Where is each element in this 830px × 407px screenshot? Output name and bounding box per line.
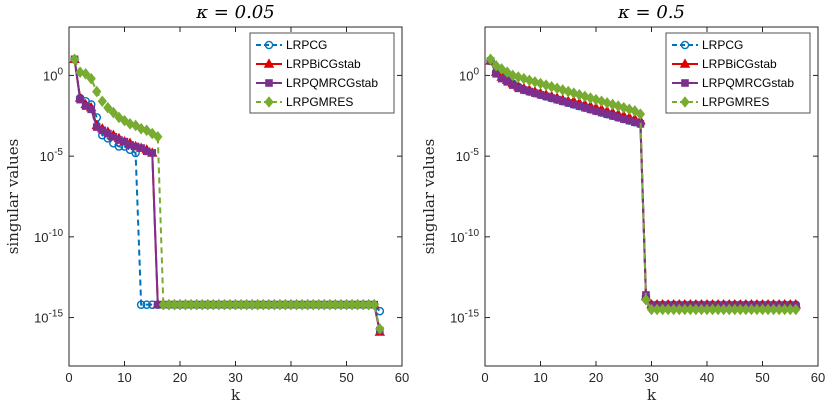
- legend-box: [249, 32, 395, 114]
- y-tick-base: 10: [34, 311, 48, 326]
- data-point-lrpgmres: [125, 118, 135, 130]
- y-tick-exponent: -15: [49, 309, 64, 320]
- x-tick-label: 20: [173, 370, 187, 385]
- data-point-lrpgmres: [103, 101, 113, 114]
- data-point-lrpqmrcgstab: [148, 149, 157, 157]
- legend-marker: [681, 79, 689, 87]
- y-tick-label: 10-10: [34, 228, 63, 245]
- data-point-lrpgmres: [485, 53, 496, 66]
- y-axis-label: singular values: [4, 139, 22, 255]
- legend-marker: [265, 79, 273, 87]
- x-tick-label: 40: [284, 370, 298, 385]
- legend: LRPCG LRPBiCGstab LRPQMRCGstab LRPGMRES: [249, 32, 395, 114]
- legend-label: LRPBiCGstab: [286, 57, 361, 71]
- data-point-lrpgmres: [791, 303, 801, 316]
- legend-label: LRPQMRCGstab: [286, 76, 378, 90]
- data-point-lrpcg: [136, 300, 146, 309]
- data-point-lrpgmres: [635, 108, 646, 120]
- y-tick-label: 10-15: [34, 309, 63, 326]
- legend: LRPCG LRPBiCGstab LRPQMRCGstab LRPGMRES: [665, 32, 811, 114]
- data-point-lrpgmres: [86, 72, 96, 85]
- data-point-lrpgmres: [108, 106, 119, 119]
- y-tick-exponent: 0: [57, 66, 63, 77]
- series-group: [485, 53, 802, 316]
- series-group: [69, 53, 386, 336]
- data-point-lrpcg: [142, 300, 151, 309]
- legend-label: LRPCG: [286, 38, 327, 52]
- y-tick-label: 10-10: [450, 228, 479, 245]
- legend-marker: [680, 96, 690, 108]
- legend-box: [665, 32, 811, 114]
- x-tick-label: 10: [533, 370, 547, 385]
- legend-marker: [680, 40, 690, 50]
- data-point-lrpgmres: [92, 85, 102, 98]
- y-tick-base: 10: [450, 230, 464, 245]
- chart-panel-right: κ = 0.50 10 20 30 40 50 6010010-510-1010-15ksi…: [420, 2, 825, 404]
- y-tick-label: 10-5: [40, 147, 64, 164]
- data-point-lrpqmrcgstab: [76, 95, 84, 104]
- legend-marker: [263, 58, 275, 68]
- y-tick-base: 10: [459, 68, 473, 83]
- chart-panel-left: κ = 0.050 10 20 30 40 50 6010010-510-1010-15ks…: [4, 2, 409, 404]
- y-tick-exponent: -10: [49, 228, 64, 239]
- legend-label: LRPCG: [702, 38, 743, 52]
- x-tick-label: 20: [589, 370, 603, 385]
- x-tick-label: 0: [65, 370, 72, 385]
- y-tick-exponent: -5: [470, 147, 479, 158]
- data-point-lrpqmrcgstab: [87, 105, 96, 114]
- chart-title: κ = 0.5: [617, 2, 685, 23]
- data-point-lrpgmres: [369, 298, 379, 311]
- y-tick-base: 10: [34, 230, 48, 245]
- legend-label: LRPGMRES: [702, 95, 769, 109]
- x-tick-label: 60: [811, 370, 825, 385]
- y-tick-exponent: -5: [54, 147, 63, 158]
- x-tick-label: 30: [644, 370, 658, 385]
- data-point-lrpgmres: [81, 68, 91, 80]
- y-tick-label: 100: [459, 66, 479, 83]
- data-point-lrpgmres: [153, 130, 163, 143]
- y-tick-exponent: -15: [465, 309, 480, 320]
- y-tick-exponent: -10: [465, 228, 480, 239]
- y-tick-exponent: 0: [473, 66, 479, 77]
- x-tick-label: 10: [117, 370, 131, 385]
- x-tick-label: 40: [700, 370, 714, 385]
- data-point-lrpgmres: [97, 95, 107, 108]
- y-tick-base: 10: [456, 149, 470, 164]
- y-tick-base: 10: [43, 68, 57, 83]
- y-tick-label: 100: [43, 66, 63, 83]
- y-tick-base: 10: [450, 311, 464, 326]
- data-point-lrpgmres: [375, 323, 385, 335]
- y-axis-label: singular values: [420, 139, 438, 255]
- x-tick-label: 50: [339, 370, 353, 385]
- data-point-lrpgmres: [641, 294, 651, 306]
- x-tick-label: 30: [228, 370, 242, 385]
- y-tick-label: 10-5: [456, 147, 480, 164]
- x-tick-label: 0: [481, 370, 488, 385]
- legend-marker: [264, 96, 274, 108]
- legend-marker: [679, 58, 691, 68]
- chart-title: κ = 0.05: [195, 2, 274, 23]
- y-tick-base: 10: [40, 149, 54, 164]
- x-tick-label: 60: [395, 370, 409, 385]
- legend-marker: [264, 40, 274, 50]
- x-axis-label: k: [647, 386, 657, 404]
- data-point-lrpgmres: [69, 53, 80, 66]
- legend-label: LRPQMRCGstab: [702, 76, 794, 90]
- data-point-lrpgmres: [130, 119, 141, 132]
- legend-label: LRPGMRES: [286, 95, 353, 109]
- x-tick-label: 50: [755, 370, 769, 385]
- legend-label: LRPBiCGstab: [702, 57, 777, 71]
- y-tick-label: 10-15: [450, 309, 479, 326]
- x-axis-label: k: [231, 386, 241, 404]
